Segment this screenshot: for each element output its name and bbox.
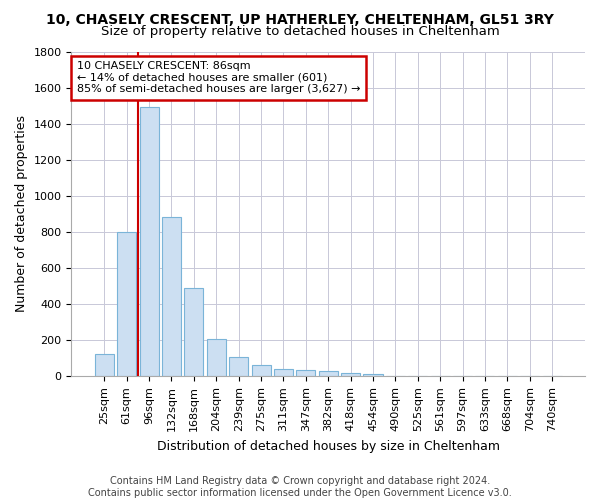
Bar [207, 340, 226, 376]
Text: Size of property relative to detached houses in Cheltenham: Size of property relative to detached ho… [101, 25, 499, 38]
Text: 10, CHASELY CRESCENT, UP HATHERLEY, CHELTENHAM, GL51 3RY: 10, CHASELY CRESCENT, UP HATHERLEY, CHEL… [46, 12, 554, 26]
Y-axis label: Number of detached properties: Number of detached properties [15, 116, 28, 312]
Bar [319, 372, 338, 376]
Text: 10 CHASELY CRESCENT: 86sqm
← 14% of detached houses are smaller (601)
85% of sem: 10 CHASELY CRESCENT: 86sqm ← 14% of deta… [77, 61, 360, 94]
Text: Contains HM Land Registry data © Crown copyright and database right 2024.
Contai: Contains HM Land Registry data © Crown c… [88, 476, 512, 498]
Bar [341, 373, 360, 376]
Bar [251, 364, 271, 376]
Bar [117, 232, 136, 376]
Bar [140, 108, 158, 376]
Bar [364, 374, 383, 376]
Bar [184, 288, 203, 376]
Bar [95, 354, 114, 376]
Bar [296, 370, 316, 376]
Bar [274, 369, 293, 376]
Bar [229, 358, 248, 376]
Bar [162, 217, 181, 376]
X-axis label: Distribution of detached houses by size in Cheltenham: Distribution of detached houses by size … [157, 440, 500, 452]
